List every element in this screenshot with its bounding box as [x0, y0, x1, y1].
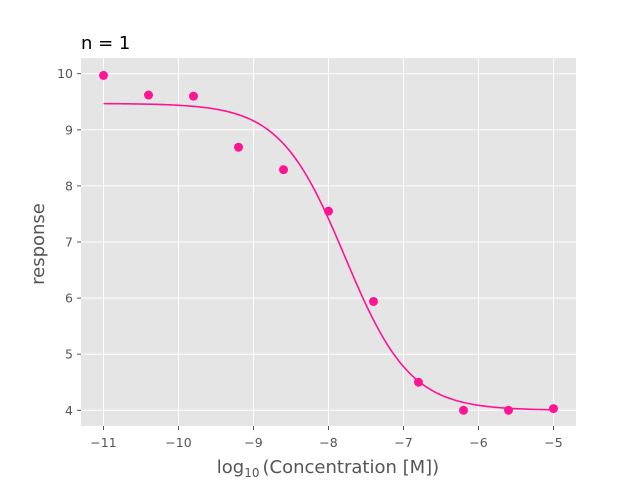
x-axis-label-subscript: 10 — [244, 466, 259, 480]
fit-curve — [103, 102, 554, 411]
y-tick-label: 5 — [65, 347, 73, 362]
data-point — [414, 377, 423, 387]
y-tick-label: 10 — [57, 66, 73, 81]
data-point — [144, 90, 153, 100]
data-point — [549, 404, 558, 414]
x-tick-label: −5 — [544, 435, 562, 450]
data-points — [99, 70, 558, 415]
data-point — [189, 91, 198, 101]
x-axis-label-main: log — [217, 457, 244, 478]
x-tick-label: −11 — [90, 435, 116, 450]
y-tick-label: 7 — [65, 235, 73, 250]
y-axis-ticks: 4 5 6 7 8 9 10 — [57, 66, 81, 418]
data-point — [279, 165, 288, 175]
data-point — [234, 142, 243, 152]
y-tick-label: 9 — [65, 122, 73, 137]
y-tick-label: 8 — [65, 178, 73, 193]
x-tick-label: −10 — [165, 435, 191, 450]
data-point — [504, 405, 513, 415]
y-axis-label: response — [28, 203, 49, 285]
x-tick-label: −9 — [244, 435, 262, 450]
x-tick-label: −8 — [319, 435, 337, 450]
data-point — [459, 405, 468, 415]
data-point — [324, 206, 333, 216]
x-axis-ticks: −11 −10 −9 −8 −7 −6 −5 — [90, 426, 563, 450]
x-axis-label-rest: (Concentration [M]) — [263, 457, 440, 478]
grid — [81, 58, 576, 426]
data-point — [99, 70, 108, 80]
x-tick-label: −6 — [469, 435, 487, 450]
x-axis-label: log10 (Concentration [M]) — [217, 457, 439, 480]
x-tick-label: −7 — [394, 435, 412, 450]
data-point — [369, 296, 378, 306]
y-tick-label: 4 — [65, 403, 73, 418]
y-tick-label: 6 — [65, 291, 73, 306]
chart-title: n = 1 — [81, 33, 130, 54]
